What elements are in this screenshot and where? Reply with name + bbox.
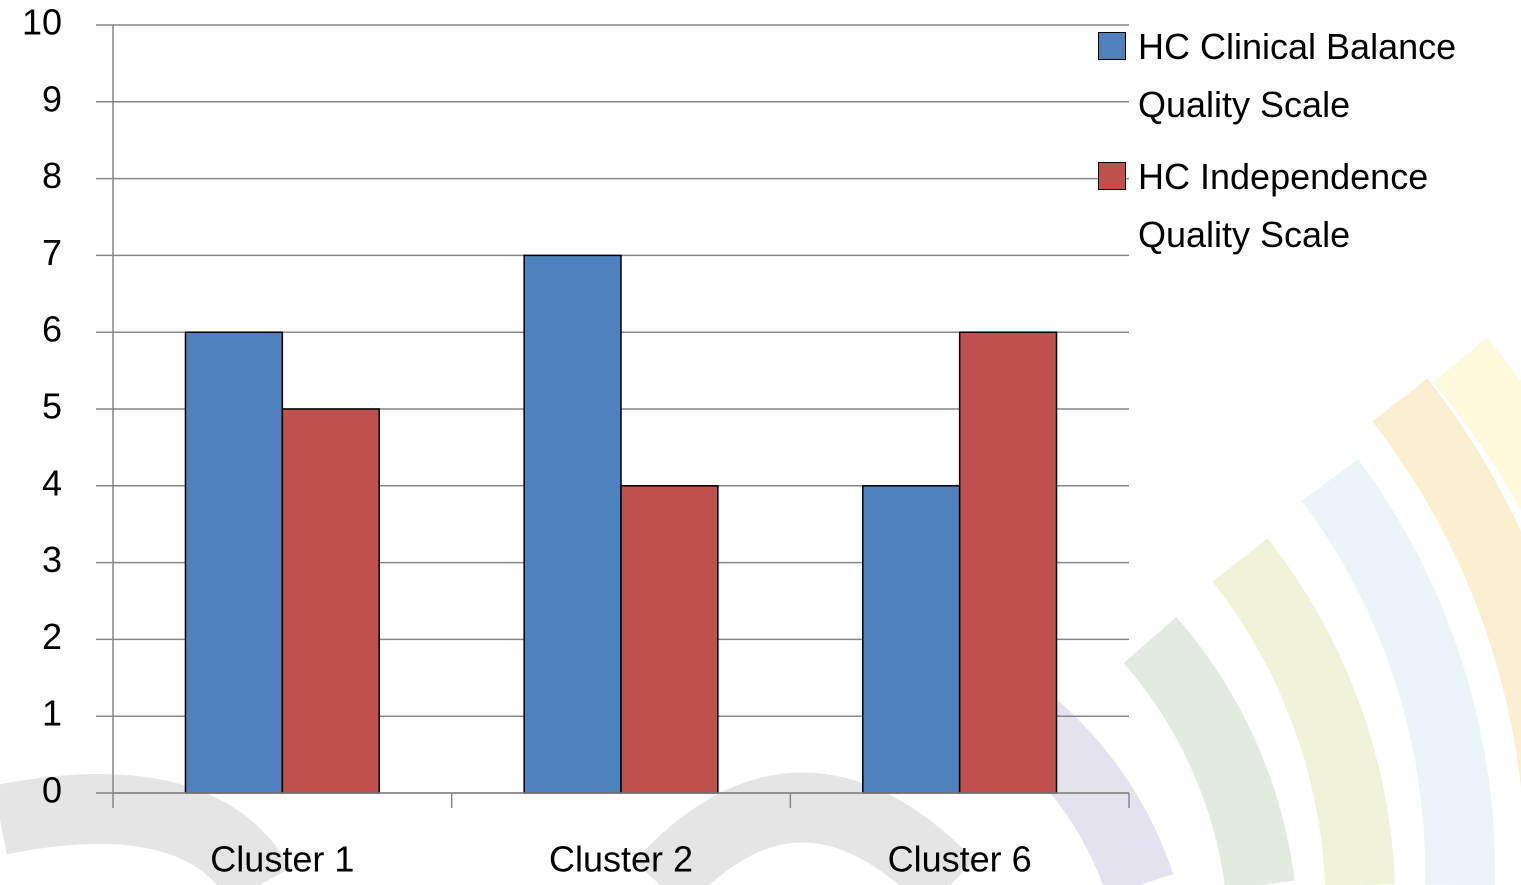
y-tick-label: 1 bbox=[42, 693, 62, 734]
legend-label: HC Independence Quality Scale bbox=[1138, 156, 1429, 255]
legend-label: HC Clinical Balance Quality Scale bbox=[1138, 26, 1457, 125]
legend-item: HC Clinical Balance Quality Scale bbox=[1098, 18, 1518, 134]
x-tick-label: Cluster 1 bbox=[210, 839, 354, 880]
x-tick-label: Cluster 6 bbox=[888, 839, 1032, 880]
y-tick-label: 9 bbox=[42, 78, 62, 119]
bar bbox=[281, 408, 380, 794]
legend: HC Clinical Balance Quality Scale HC Inde… bbox=[1098, 18, 1518, 278]
bar bbox=[862, 485, 961, 794]
bar bbox=[958, 331, 1058, 794]
y-tick-label: 8 bbox=[42, 155, 62, 196]
y-tick-label: 10 bbox=[22, 2, 62, 43]
bar bbox=[184, 331, 284, 794]
bar bbox=[620, 485, 719, 794]
bar bbox=[523, 254, 622, 794]
y-tick-label: 6 bbox=[42, 309, 62, 350]
background-decoration bbox=[0, 337, 1521, 885]
legend-swatch bbox=[1098, 162, 1126, 190]
y-tick-label: 3 bbox=[42, 539, 62, 580]
y-tick-label: 7 bbox=[42, 232, 62, 273]
y-tick-label: 2 bbox=[42, 616, 62, 657]
legend-item: HC Independence Quality Scale bbox=[1098, 148, 1518, 264]
y-tick-label: 4 bbox=[42, 462, 62, 503]
x-tick-label: Cluster 2 bbox=[549, 839, 693, 880]
legend-swatch bbox=[1098, 32, 1126, 60]
y-tick-label: 0 bbox=[42, 770, 62, 811]
y-tick-label: 5 bbox=[42, 386, 62, 427]
